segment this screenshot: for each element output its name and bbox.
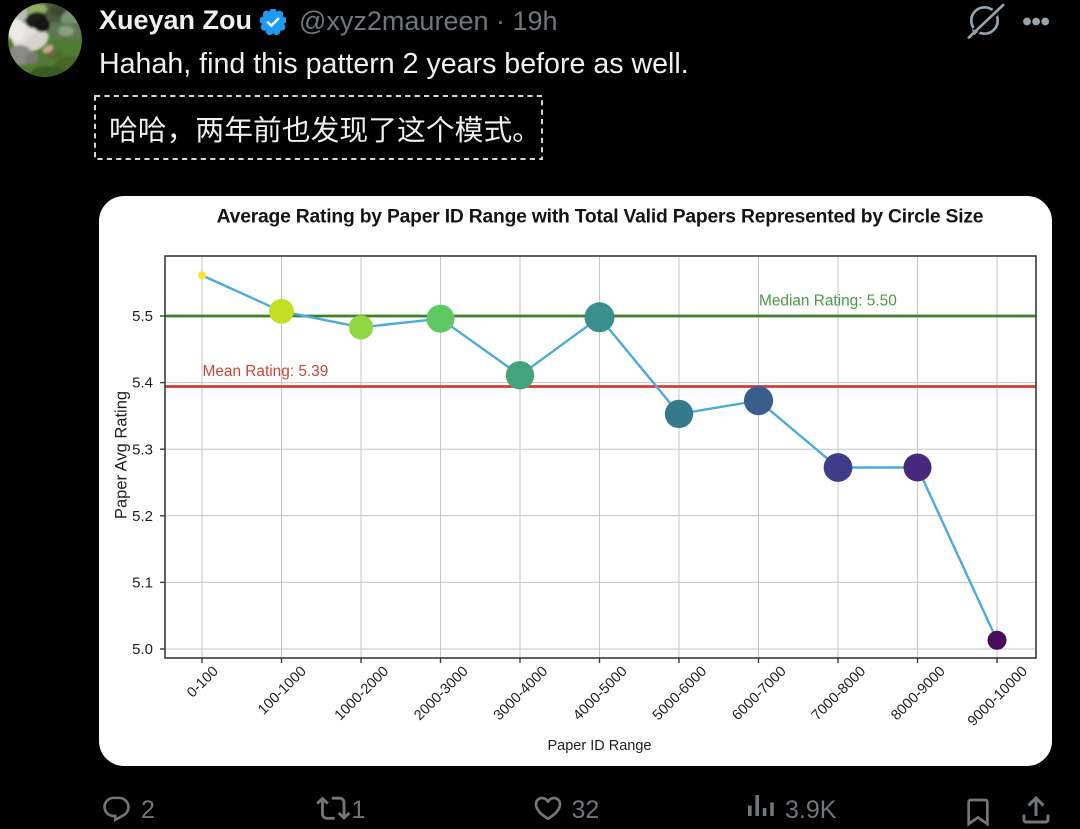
svg-text:5.5: 5.5	[132, 308, 153, 325]
svg-text:5.3: 5.3	[132, 441, 153, 458]
svg-text:100-1000: 100-1000	[255, 664, 310, 719]
svg-text:5.1: 5.1	[132, 575, 153, 592]
svg-text:2000-3000: 2000-3000	[411, 664, 471, 724]
svg-text:Average Rating by Paper ID Ran: Average Rating by Paper ID Range with To…	[217, 207, 984, 228]
svg-text:Mean Rating: 5.39: Mean Rating: 5.39	[203, 363, 329, 380]
svg-text:1000-2000: 1000-2000	[332, 664, 392, 724]
svg-text:7000-8000: 7000-8000	[809, 664, 869, 724]
svg-text:Paper Avg Rating: Paper Avg Rating	[113, 391, 131, 519]
svg-text:4000-5000: 4000-5000	[570, 664, 630, 724]
svg-text:6000-7000: 6000-7000	[729, 664, 789, 724]
svg-text:9000-10000: 9000-10000	[965, 664, 1031, 730]
svg-text:5.0: 5.0	[132, 641, 153, 658]
svg-text:8000-9000: 8000-9000	[888, 664, 948, 724]
svg-text:5.2: 5.2	[132, 508, 153, 525]
svg-text:Median Rating: 5.50: Median Rating: 5.50	[759, 293, 897, 310]
svg-text:5.4: 5.4	[132, 375, 153, 392]
svg-text:0-100: 0-100	[184, 664, 222, 702]
svg-text:Paper ID Range: Paper ID Range	[548, 738, 652, 754]
svg-text:3000-4000: 3000-4000	[491, 664, 551, 724]
svg-text:5000-6000: 5000-6000	[650, 664, 710, 724]
